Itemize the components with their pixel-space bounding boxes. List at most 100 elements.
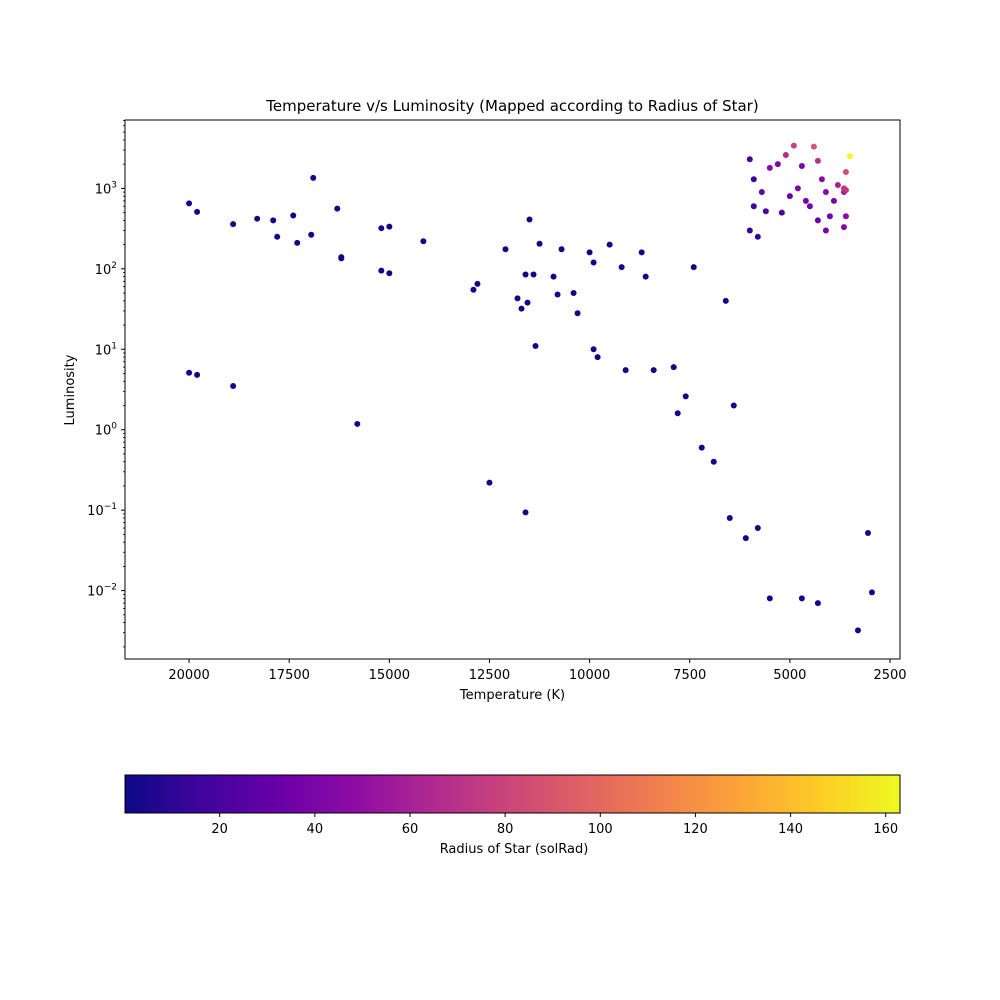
- scatter-point: [802, 197, 809, 204]
- chart-title: Temperature v/s Luminosity (Mapped accor…: [265, 97, 758, 115]
- colorbar-tick-label: 140: [778, 822, 803, 837]
- y-tick-label: 101: [95, 341, 117, 358]
- scatter-point: [522, 509, 529, 516]
- scatter-point: [762, 208, 769, 215]
- scatter-point: [338, 255, 345, 262]
- scatter-point: [854, 627, 861, 634]
- colorbar: [124, 774, 901, 814]
- scatter-point: [746, 156, 753, 163]
- y-axis-ticks: 10−2 10−1 100 101 102 103: [87, 119, 125, 648]
- scatter-point: [378, 225, 385, 232]
- colorbar-tick-label: 160: [873, 822, 898, 837]
- x-tick-label: 12500: [469, 668, 510, 683]
- scatter-point: [308, 231, 315, 238]
- scatter-point: [526, 216, 533, 223]
- colorbar-tick-label: 20: [211, 822, 228, 837]
- scatter-point: [806, 203, 813, 210]
- scatter-point: [842, 213, 849, 220]
- scatter-point: [270, 217, 277, 224]
- scatter-point: [794, 185, 801, 192]
- colorbar-label: Radius of Star (solRad): [440, 842, 589, 857]
- scatter-point: [826, 213, 833, 220]
- scatter-point: [354, 420, 361, 427]
- scatter-point: [522, 271, 529, 278]
- scatter-point: [834, 182, 841, 189]
- scatter-point: [558, 246, 565, 253]
- scatter-point: [778, 209, 785, 216]
- scatter-point: [486, 479, 493, 486]
- x-tick-label: 10000: [569, 668, 610, 683]
- scatter-point: [754, 525, 761, 532]
- colorbar-tick-label: 100: [588, 822, 613, 837]
- scatter-point: [594, 354, 601, 361]
- x-tick-label: 7500: [673, 668, 706, 683]
- y-tick-label: 102: [95, 261, 117, 278]
- scatter-point: [618, 264, 625, 271]
- colorbar-ticks: 20 40 60 80 100 120 140 160: [211, 813, 898, 837]
- scatter-point: [842, 187, 849, 194]
- scatter-point: [310, 174, 317, 181]
- scatter-point: [674, 410, 681, 417]
- scatter-point: [730, 402, 737, 409]
- colorbar-tick-label: 40: [307, 822, 324, 837]
- scatter-point: [710, 458, 717, 465]
- scatter-point: [746, 227, 753, 234]
- scatter-point: [786, 193, 793, 200]
- scatter-point: [822, 227, 829, 234]
- scatter-point: [638, 249, 645, 256]
- scatter-point: [810, 143, 817, 150]
- scatter-point: [842, 168, 849, 175]
- scatter-point: [386, 270, 393, 277]
- scatter-point: [274, 233, 281, 240]
- scatter-points: [186, 142, 875, 634]
- scatter-point: [766, 595, 773, 602]
- scatter-point: [774, 161, 781, 168]
- scatter-point: [754, 233, 761, 240]
- scatter-point: [690, 264, 697, 271]
- scatter-point: [254, 215, 261, 222]
- scatter-point: [726, 514, 733, 521]
- scatter-point: [722, 297, 729, 304]
- scatter-point: [750, 203, 757, 210]
- scatter-point: [742, 535, 749, 542]
- x-axis-ticks: 20000 17500 15000 12500 10000 7500 5000 2500: [168, 659, 907, 683]
- x-tick-label: 5000: [773, 668, 806, 683]
- scatter-point: [230, 221, 237, 228]
- scatter-point: [790, 142, 797, 149]
- scatter-point: [682, 393, 689, 400]
- scatter-point: [822, 189, 829, 196]
- scatter-point: [814, 157, 821, 164]
- scatter-point: [830, 197, 837, 204]
- scatter-point: [230, 382, 237, 389]
- scatter-point: [840, 224, 847, 231]
- y-tick-label: 100: [95, 422, 118, 439]
- scatter-point: [590, 346, 597, 353]
- scatter-point: [532, 342, 539, 349]
- scatter-point: [514, 295, 521, 302]
- scatter-point: [550, 273, 557, 280]
- scatter-point: [554, 291, 561, 298]
- colorbar-tick-label: 60: [402, 822, 419, 837]
- y-tick-label: 103: [95, 180, 117, 197]
- scatter-point: [698, 444, 705, 451]
- y-tick-label: 10−2: [87, 583, 117, 600]
- scatter-point: [334, 205, 341, 212]
- scatter-point: [186, 200, 193, 207]
- scatter-point: [378, 267, 385, 274]
- x-tick-label: 17500: [269, 668, 310, 683]
- colorbar-tick-label: 80: [497, 822, 514, 837]
- y-tick-label: 10−1: [87, 502, 117, 519]
- scatter-point: [670, 364, 677, 371]
- scatter-point: [386, 223, 393, 230]
- x-tick-label: 15000: [369, 668, 410, 683]
- scatter-point: [536, 240, 543, 247]
- x-axis-label: Temperature (K): [459, 688, 565, 703]
- plot-frame: [124, 119, 901, 660]
- scatter-point: [750, 176, 757, 183]
- scatter-point: [474, 280, 481, 287]
- scatter-point: [290, 212, 297, 219]
- scatter-point: [642, 273, 649, 280]
- scatter-point: [798, 595, 805, 602]
- scatter-point: [782, 152, 789, 158]
